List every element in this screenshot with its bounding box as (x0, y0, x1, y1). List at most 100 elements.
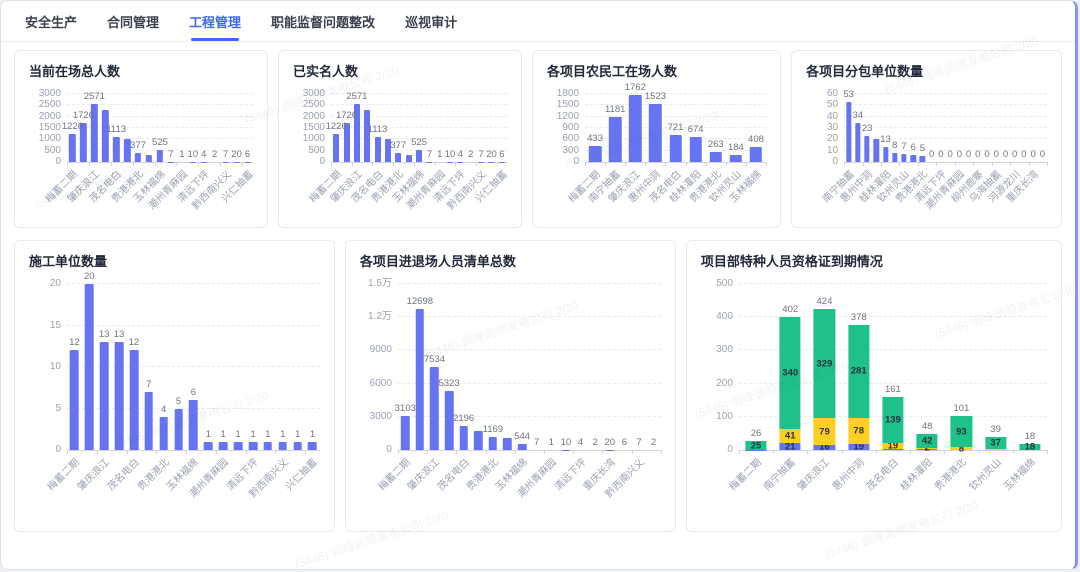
bar-slot: 544 (514, 284, 530, 450)
x-tick-label: 肇庆浪江 (796, 457, 833, 494)
bar-segment: 93 (950, 416, 973, 448)
axis-tick (198, 162, 200, 166)
value-label: 7 (478, 148, 484, 160)
card-subcontractor-count: 各项目分包单位数量 0 10 20 30 40 50 60 53 34 23 13 8 7 6 5 0 0 0 0 0… (791, 50, 1062, 228)
y-tick-label: 0 (727, 444, 733, 455)
bar-slot: 20 (82, 271, 97, 450)
gridline (67, 283, 320, 284)
value-label: 1523 (644, 91, 666, 103)
y-tick-label: 3000 (302, 88, 325, 99)
value-label: 1 (265, 428, 271, 440)
gridline (331, 138, 508, 140)
bar-slot: 2 42 48 (910, 284, 944, 454)
tab-contract-management[interactable]: 合同管理 (107, 14, 160, 30)
value-label: 525 (411, 137, 427, 149)
plot-row: 0 300 600 900 1200 1500 1800 433 1181 1762 1523 721… (547, 80, 768, 167)
bar-slot: 1 (435, 94, 445, 162)
bar (233, 441, 243, 450)
axis-tick (215, 450, 217, 454)
axis-tick (456, 450, 458, 454)
tab-inspection-audit[interactable]: 巡视审计 (405, 14, 458, 30)
bar-slot: 2 (588, 284, 603, 450)
y-axis: 0 3000 6000 9000 1.2万 1.5万 (360, 279, 398, 455)
axis-tick (242, 162, 244, 166)
bar-slot: 0 (982, 94, 991, 162)
gridline (331, 104, 508, 106)
axis-tick (544, 450, 546, 454)
y-tick-label: 500 (716, 278, 733, 289)
bar (218, 441, 228, 450)
total-label: 402 (782, 303, 799, 315)
value-label: 377 (390, 140, 407, 152)
bar-slot: 13 (880, 94, 891, 162)
axis-tick (1010, 162, 1012, 166)
total-label: 48 (921, 421, 933, 433)
axis-tick (397, 450, 399, 454)
bar (882, 147, 889, 162)
tab-engineering-management[interactable]: 工程管理 (189, 1, 241, 41)
y-tick-label: 15 (49, 319, 61, 331)
bar-slot: 1 (231, 284, 246, 450)
bar-slot: 0 (973, 94, 982, 162)
bar (159, 416, 169, 450)
bar (729, 155, 743, 162)
value-label: 0 (993, 149, 999, 160)
plot-area: 25 26 21 41 340 402 16 79 329 424 19 78 281 378 19 139 1… (738, 283, 1048, 454)
segment-label: 16 (819, 441, 830, 453)
bar-slot: 6 (242, 94, 253, 162)
bar-slot: 7 (165, 94, 176, 162)
bar (517, 443, 527, 450)
value-label: 0 (1030, 149, 1036, 160)
bar (124, 139, 131, 162)
top-tab-bar: 安全生产 合同管理 工程管理 职能监督问题整改 巡视审计 (1, 1, 1075, 42)
bar-segment: 25 (745, 440, 767, 451)
value-label: 0 (1021, 149, 1027, 160)
bar (709, 152, 722, 162)
chart-canvas: 0 500 1000 1500 2000 2500 3000 1226 1726 2571 1113… (293, 80, 510, 217)
segment-label: 329 (816, 358, 833, 370)
bar-segment: 19 (882, 440, 904, 451)
tab-supervision-rectify[interactable]: 职能监督问题整改 (271, 14, 376, 30)
bar-slot: 7 (141, 284, 156, 450)
bar-slot (122, 94, 133, 162)
bar-segment: 78 (848, 417, 870, 444)
bar (113, 136, 120, 162)
charts-row-2: 施工单位数量 0 5 10 15 20 12 20 13 13 12 7 4 5 6 1 1 1 1 1 1 1 1 梅蓄二… (14, 240, 1062, 532)
value-label: 1113 (367, 123, 388, 135)
x-axis: 梅蓄二期 肇庆浪江 茂名电白 贵港港北 玉林福绵 潮州青麻园 清远下坪 重庆长湾 黔西南兴义 (377, 451, 661, 513)
plot-area: 1226 1726 2571 1113 377 525 7 1 10 4 2 7 20 6 (326, 91, 508, 166)
y-tick-label: 20 (826, 133, 839, 145)
axis-tick (485, 450, 487, 454)
axis-tick (766, 162, 768, 166)
bar-slot: 4 (573, 284, 588, 450)
value-label: 12 (128, 337, 140, 349)
axis-tick (455, 162, 457, 166)
x-axis: 梅蓄二期 肇庆浪江 茂名电白 贵港港北 玉林福绵 潮州青麻园 清远下坪 黔西南兴义 兴仁抽蓄 (308, 163, 510, 217)
axis-tick (910, 450, 912, 454)
bar-slot: 4 (198, 94, 209, 162)
bar (333, 134, 340, 162)
chart-canvas: 0 500 1000 1500 2000 2500 3000 1226 1726 2571 1113… (29, 80, 256, 217)
bar (204, 441, 213, 450)
segment-label: 78 (853, 425, 864, 437)
y-tick-label: 40 (826, 110, 839, 122)
bar-slot: 6 (617, 284, 632, 450)
value-label: 4 (201, 148, 207, 160)
axis-tick (126, 450, 128, 454)
axis-tick (176, 162, 178, 166)
bar-slot: 2 (466, 94, 476, 162)
value-label: 8 (892, 139, 898, 151)
plot-area: 3103 12698 7534 5323 2196 1169 544 7 1 10 4 2 20 6 7 2 (395, 283, 662, 454)
chart-title: 各项目农民工在场人数 (547, 64, 678, 79)
value-label: 7534 (423, 353, 446, 365)
x-label-row: 梅蓄二期 肇庆浪江 茂名电白 贵港港北 玉林福绵 潮州青麻园 清远下坪 重庆长湾 黔西南兴义 (360, 451, 661, 513)
gridline (844, 115, 1047, 117)
tab-safety-production[interactable]: 安全生产 (25, 14, 78, 30)
value-label: 2196 (453, 412, 475, 424)
bar-slot: 0 (1019, 94, 1028, 162)
bar-slot: 7 (476, 94, 486, 162)
y-tick-label: 1500 (556, 99, 580, 111)
bar-slot: 7 (220, 94, 231, 162)
gridline (585, 127, 767, 128)
gridline (397, 316, 661, 318)
